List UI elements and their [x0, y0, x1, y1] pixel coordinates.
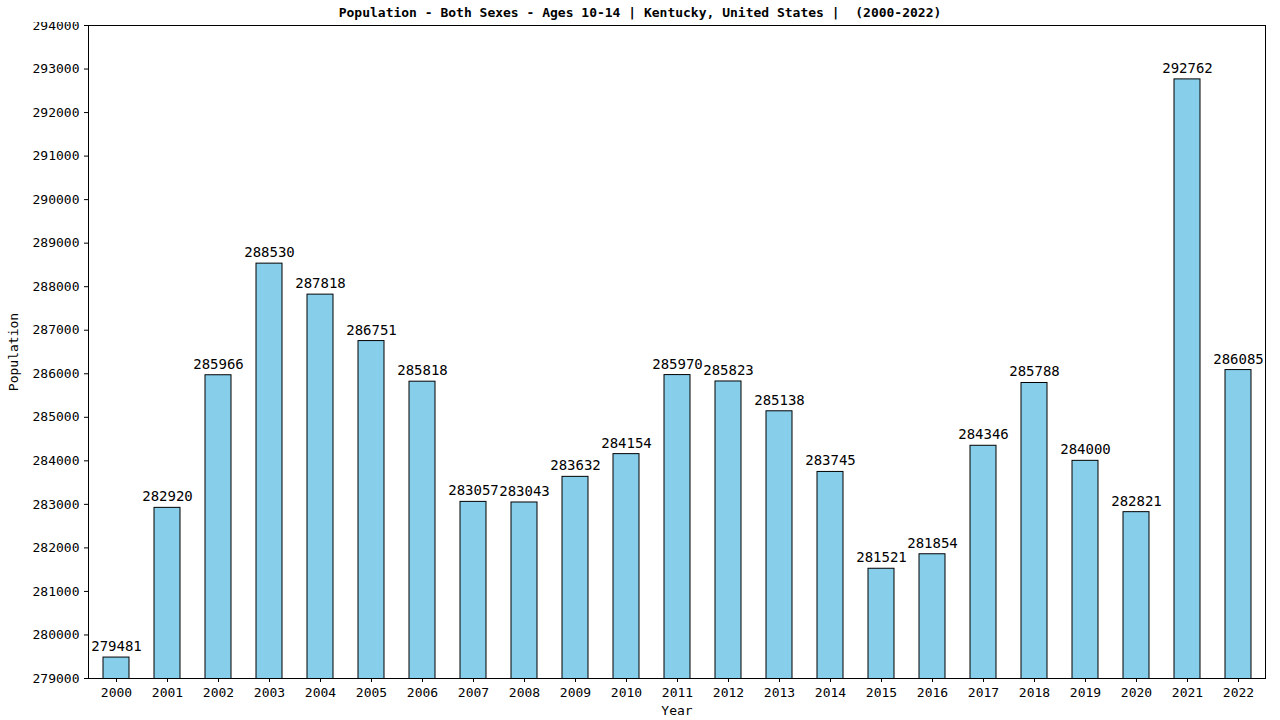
svg-text:286000: 286000	[33, 366, 80, 381]
svg-text:283057: 283057	[448, 482, 499, 498]
svg-text:Population: Population	[6, 313, 21, 391]
svg-text:284154: 284154	[601, 435, 652, 451]
svg-text:283632: 283632	[550, 457, 601, 473]
svg-text:286751: 286751	[346, 322, 397, 338]
svg-text:2008: 2008	[509, 685, 540, 700]
svg-text:283043: 283043	[499, 483, 550, 499]
svg-text:2003: 2003	[254, 685, 285, 700]
svg-text:2001: 2001	[152, 685, 183, 700]
svg-text:2011: 2011	[662, 685, 693, 700]
svg-text:281521: 281521	[856, 549, 907, 565]
svg-text:282000: 282000	[33, 540, 80, 555]
svg-text:285970: 285970	[652, 356, 703, 372]
svg-text:2017: 2017	[968, 685, 999, 700]
svg-text:2016: 2016	[917, 685, 948, 700]
svg-text:283000: 283000	[33, 497, 80, 512]
svg-text:283745: 283745	[805, 452, 856, 468]
svg-text:2013: 2013	[764, 685, 795, 700]
svg-text:2010: 2010	[611, 685, 642, 700]
svg-text:2020: 2020	[1121, 685, 1152, 700]
svg-text:2015: 2015	[866, 685, 897, 700]
svg-text:284000: 284000	[1060, 441, 1111, 457]
svg-text:279481: 279481	[91, 638, 142, 654]
svg-text:288530: 288530	[244, 244, 295, 260]
svg-text:284346: 284346	[958, 426, 1009, 442]
svg-text:2009: 2009	[560, 685, 591, 700]
svg-text:293000: 293000	[33, 61, 80, 76]
svg-text:281854: 281854	[907, 535, 958, 551]
svg-text:285818: 285818	[397, 362, 448, 378]
svg-text:289000: 289000	[33, 235, 80, 250]
svg-text:2022: 2022	[1223, 685, 1254, 700]
svg-text:2012: 2012	[713, 685, 744, 700]
svg-text:292000: 292000	[33, 105, 80, 120]
svg-text:2004: 2004	[305, 685, 336, 700]
svg-text:287818: 287818	[295, 275, 346, 291]
html-text:Population - Both Sexes - Ages: Population - Both Sexes - Ages 10-14 | K…	[338, 5, 942, 20]
svg-text:282821: 282821	[1111, 493, 1162, 509]
svg-text:285788: 285788	[1009, 363, 1060, 379]
svg-text:2006: 2006	[407, 685, 438, 700]
svg-text:292762: 292762	[1162, 60, 1213, 76]
svg-text:282920: 282920	[142, 488, 193, 504]
svg-text:279000: 279000	[33, 671, 80, 686]
svg-text:2014: 2014	[815, 685, 846, 700]
svg-text:294000: 294000	[33, 22, 80, 33]
svg-text:291000: 291000	[33, 148, 80, 163]
svg-text:2000: 2000	[101, 685, 132, 700]
svg-text:Year: Year	[661, 703, 692, 718]
svg-text:287000: 287000	[33, 322, 80, 337]
svg-text:2021: 2021	[1172, 685, 1203, 700]
svg-text:2005: 2005	[356, 685, 387, 700]
svg-text:280000: 280000	[33, 627, 80, 642]
svg-text:290000: 290000	[33, 192, 80, 207]
svg-text:2018: 2018	[1019, 685, 1050, 700]
svg-text:288000: 288000	[33, 279, 80, 294]
svg-text:285138: 285138	[754, 392, 805, 408]
svg-text:2007: 2007	[458, 685, 489, 700]
svg-text:284000: 284000	[33, 453, 80, 468]
svg-text:285823: 285823	[703, 362, 754, 378]
svg-text:281000: 281000	[33, 584, 80, 599]
svg-text:286085: 286085	[1213, 351, 1264, 367]
svg-text:2019: 2019	[1070, 685, 1101, 700]
svg-text:2002: 2002	[203, 685, 234, 700]
svg-text:285000: 285000	[33, 409, 80, 424]
svg-text:285966: 285966	[193, 356, 244, 372]
